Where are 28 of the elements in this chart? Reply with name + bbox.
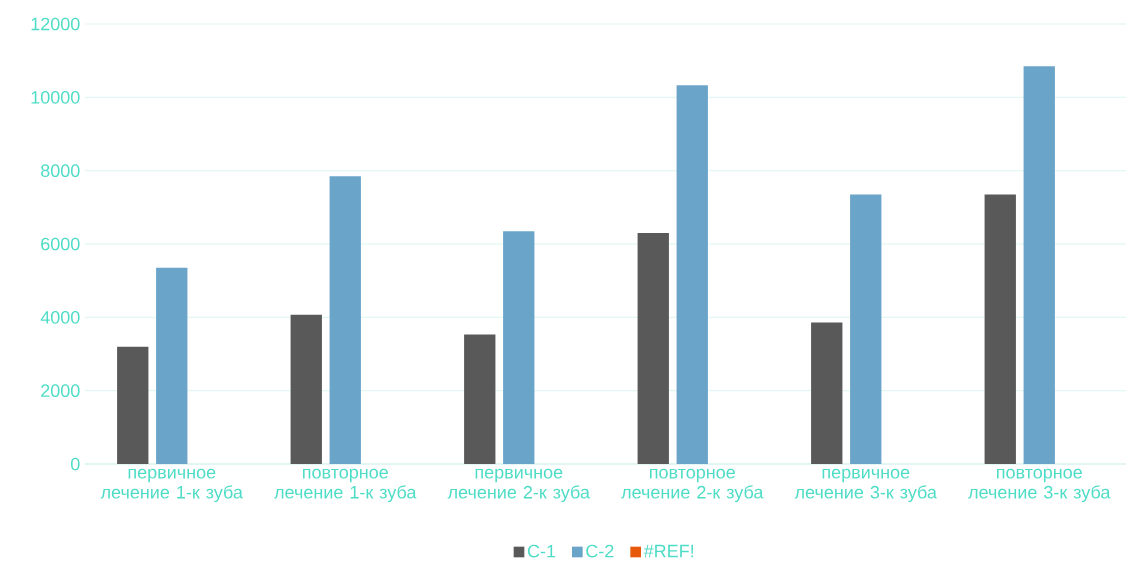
y-tick-label: 10000 <box>31 90 80 104</box>
y-tick-label: 8000 <box>41 164 80 178</box>
x-tick-label: первичное лечение 1-к зуба <box>100 468 243 503</box>
bar <box>1023 66 1055 464</box>
x-tick-label: повторное лечение 2-к зуба <box>621 468 764 503</box>
bar <box>117 346 149 464</box>
y-tick-label: 4000 <box>40 310 80 324</box>
y-tick-label: 6000 <box>41 237 80 251</box>
legend-label: C-1 <box>527 544 556 558</box>
bar <box>503 231 535 464</box>
bar <box>984 194 1016 464</box>
x-tick-label: повторное лечение 1-к зуба <box>274 468 417 503</box>
bar <box>637 233 669 464</box>
bar <box>156 267 188 464</box>
y-tick-label: 12000 <box>31 17 80 31</box>
y-tick-label: 2000 <box>41 384 80 398</box>
x-tick-label: первичное лечение 3-к зуба <box>794 468 937 503</box>
legend-label: #REF! <box>643 544 694 558</box>
bar <box>464 334 496 464</box>
bar <box>290 314 322 464</box>
x-tick-label: повторное лечение 3-к зуба <box>968 468 1111 503</box>
bar <box>850 194 882 464</box>
bar <box>676 85 708 464</box>
legend-label: C-2 <box>586 544 614 558</box>
x-tick-label: первичное лечение 2-к зуба <box>447 468 590 503</box>
bar <box>811 322 843 464</box>
y-tick-label: 0 <box>71 457 80 471</box>
bar <box>329 176 361 464</box>
